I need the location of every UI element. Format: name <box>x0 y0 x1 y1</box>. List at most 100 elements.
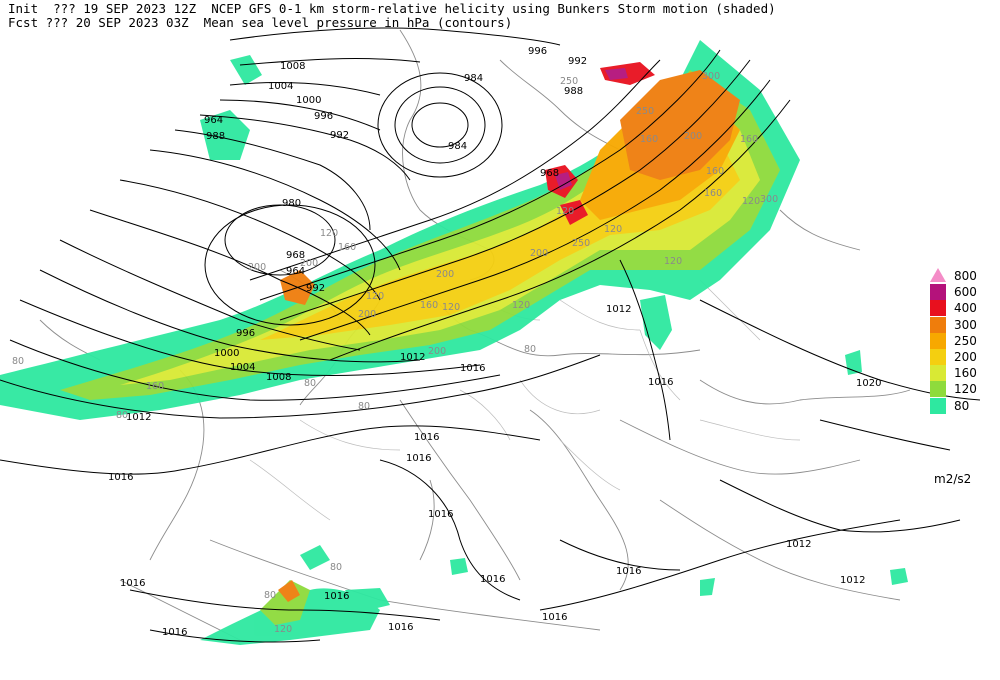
helicity-value-label: 160 <box>640 134 658 145</box>
legend-swatch-250 <box>930 332 946 349</box>
helicity-value-label: 120 <box>604 224 622 235</box>
isobar-label: 1016 <box>460 363 485 374</box>
isobar-label: 988 <box>206 131 225 142</box>
helicity-value-label: 120 <box>442 302 460 313</box>
isobar-label: 996 <box>236 328 255 339</box>
isobar-label: 1016 <box>616 566 641 577</box>
isobar-label: 1000 <box>296 95 321 106</box>
isobar-label: 1016 <box>162 627 187 638</box>
helicity-shading <box>0 40 908 645</box>
helicity-value-label: 250 <box>560 76 578 87</box>
isobar-label: 1000 <box>214 348 239 359</box>
legend-swatch-120 <box>930 381 946 398</box>
helicity-value-label: 200 <box>684 131 702 142</box>
isobar-label: 968 <box>540 168 559 179</box>
helicity-value-label: 250 <box>572 238 590 249</box>
helicity-value-label: 300 <box>702 71 720 82</box>
helicity-value-label: 120 <box>556 206 574 217</box>
legend-label-200: 200 <box>954 350 977 364</box>
isobar-label: 1016 <box>324 591 349 602</box>
helicity-value-label: 200 <box>428 346 446 357</box>
header-line-1: Init ??? 19 SEP 2023 12Z NCEP GFS 0-1 km… <box>8 1 776 16</box>
isobar-label: 1012 <box>840 575 865 586</box>
isobar-label: 968 <box>286 250 305 261</box>
helicity-value-label: 160 <box>704 188 722 199</box>
isobar-label: 992 <box>568 56 587 67</box>
helicity-value-label: 160 <box>706 166 724 177</box>
helicity-value-label: 80 <box>524 344 536 355</box>
isobar-label: 984 <box>464 73 483 84</box>
helicity-value-label: 120 <box>274 624 292 635</box>
legend-label-800: 800 <box>954 269 977 283</box>
helicity-value-label: 200 <box>300 258 318 269</box>
helicity-value-label: 80 <box>358 401 370 412</box>
helicity-value-label: 120 <box>512 300 530 311</box>
helicity-value-label: 200 <box>530 248 548 259</box>
isobar-label: 1016 <box>414 432 439 443</box>
isobar-label: 1016 <box>388 622 413 633</box>
isobar-label: 988 <box>564 86 583 97</box>
helicity-value-label: 160 <box>740 134 758 145</box>
legend-label-600: 600 <box>954 285 977 300</box>
isobar-label: 1016 <box>648 377 673 388</box>
legend-label-250: 250 <box>954 333 977 348</box>
isobar-label: 980 <box>282 198 301 209</box>
isobar-label: 1016 <box>480 574 505 585</box>
helicity-value-label: 120 <box>742 196 760 207</box>
isobar-label: 964 <box>204 115 223 126</box>
helicity-value-label: 160 <box>146 381 164 392</box>
isobar-label: 1012 <box>126 412 151 423</box>
isobar-label: 1016 <box>542 612 567 623</box>
helicity-value-label: 80 <box>116 410 128 421</box>
isobar-label: 1016 <box>428 509 453 520</box>
isobar-label: 1008 <box>266 372 291 383</box>
helicity-value-label: 80 <box>304 378 316 389</box>
helicity-value-label: 200 <box>358 309 376 320</box>
isobar-label: 1004 <box>268 81 293 92</box>
helicity-value-label: 80 <box>330 562 342 573</box>
isobar-label: 1016 <box>406 453 431 464</box>
legend-label-300: 300 <box>954 317 977 332</box>
header-line-2: Fcst ??? 20 SEP 2023 03Z Mean sea level … <box>8 15 513 30</box>
isobar-label: 984 <box>448 141 467 152</box>
isobar-label: 1020 <box>856 378 881 389</box>
helicity-value-label: 300 <box>760 194 778 205</box>
coastlines <box>39 29 911 641</box>
legend-swatch-400 <box>930 300 946 317</box>
legend-swatch-200 <box>930 349 946 365</box>
helicity-value-label: 120 <box>664 256 682 267</box>
helicity-value-label: 80 <box>12 356 24 367</box>
legend-swatch-160 <box>930 365 946 382</box>
isobar-label: 1004 <box>230 362 255 373</box>
legend-swatch-600 <box>930 284 946 301</box>
isobar-label: 996 <box>528 46 547 57</box>
legend-label-80: 80 <box>954 398 970 413</box>
isobar-label: 1008 <box>280 61 305 72</box>
legend-swatch-800 <box>930 268 946 282</box>
isobar-label: 1016 <box>108 472 133 483</box>
legend-label-400: 400 <box>954 301 977 316</box>
legend-swatch-300 <box>930 316 946 333</box>
helicity-value-label: 160 <box>420 300 438 311</box>
isobar-label: 992 <box>306 283 325 294</box>
isobar-label: 1016 <box>120 578 145 589</box>
isobars <box>0 27 981 643</box>
helicity-value-label: 250 <box>636 106 654 117</box>
legend-label-160: 160 <box>954 366 977 381</box>
helicity-value-label: 120 <box>320 228 338 239</box>
isobar-label: 1012 <box>606 304 631 315</box>
isobar-label: 1012 <box>400 352 425 363</box>
isobar-label: 992 <box>330 130 349 141</box>
helicity-value-label: 200 <box>436 269 454 280</box>
isobar-label: 996 <box>314 111 333 122</box>
helicity-value-label: 160 <box>338 242 356 253</box>
contour-labels: 9969921008100410009969929849889849689649… <box>108 46 881 638</box>
shading-value-labels: 250 3002501601602002501201202003001601201… <box>12 71 778 635</box>
legend-label-120: 120 <box>954 382 977 397</box>
isobar-label: 1012 <box>786 539 811 550</box>
legend-units: m2/s2 <box>934 472 972 486</box>
helicity-value-label: 200 <box>248 262 266 273</box>
isobar-label: 964 <box>286 266 305 277</box>
helicity-value-label: 120 <box>366 291 384 302</box>
